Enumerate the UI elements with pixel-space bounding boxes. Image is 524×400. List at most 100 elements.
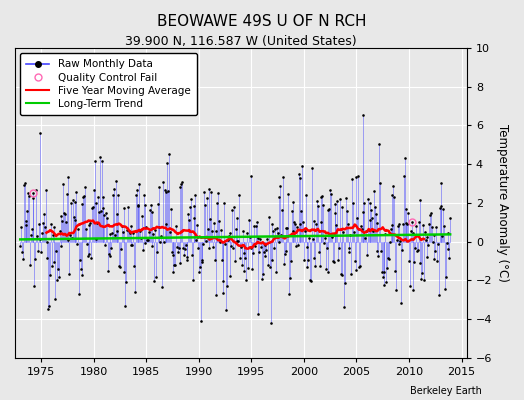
- Point: [100, 212, 108, 218]
- Point: [138, 213, 146, 219]
- Point: [61, 211, 69, 218]
- Point: [63, 173, 72, 180]
- Point: [108, 229, 116, 236]
- Point: [268, 256, 277, 263]
- Point: [391, 268, 399, 274]
- Point: [303, 244, 312, 250]
- Point: [431, 248, 440, 254]
- Point: [228, 207, 236, 213]
- Point: [318, 192, 326, 199]
- Point: [40, 211, 48, 217]
- Point: [95, 209, 103, 215]
- Point: [118, 229, 127, 236]
- Point: [262, 246, 270, 253]
- Point: [177, 181, 185, 187]
- Point: [324, 207, 333, 214]
- Point: [249, 250, 257, 256]
- Point: [152, 274, 160, 280]
- Point: [396, 238, 405, 244]
- Point: [53, 276, 61, 283]
- Point: [176, 260, 184, 266]
- Point: [32, 233, 41, 240]
- Point: [315, 263, 324, 269]
- Point: [99, 194, 107, 200]
- Point: [326, 187, 334, 193]
- Point: [88, 205, 96, 212]
- Point: [28, 190, 37, 196]
- Point: [331, 210, 340, 216]
- Point: [131, 288, 139, 295]
- Point: [78, 272, 86, 278]
- Point: [202, 238, 210, 244]
- Point: [358, 112, 367, 118]
- Point: [67, 200, 75, 206]
- Point: [401, 220, 410, 226]
- Point: [384, 255, 392, 262]
- Point: [198, 259, 206, 266]
- Point: [154, 201, 162, 207]
- Point: [364, 196, 372, 202]
- Point: [173, 249, 182, 255]
- Point: [235, 192, 243, 198]
- Point: [135, 180, 144, 187]
- Point: [85, 222, 94, 228]
- Point: [301, 192, 310, 198]
- Point: [418, 270, 427, 276]
- Point: [130, 263, 138, 269]
- Point: [160, 238, 168, 245]
- Point: [376, 180, 384, 186]
- Point: [163, 160, 171, 166]
- Point: [223, 282, 231, 289]
- Point: [279, 174, 287, 180]
- Point: [421, 229, 429, 236]
- Point: [79, 194, 88, 200]
- Point: [413, 246, 422, 253]
- Point: [339, 229, 347, 235]
- Point: [388, 192, 397, 198]
- Point: [26, 262, 34, 268]
- Point: [408, 287, 417, 293]
- Point: [46, 271, 54, 278]
- Point: [390, 194, 398, 200]
- Point: [435, 205, 444, 211]
- Point: [438, 233, 446, 239]
- Point: [319, 202, 328, 208]
- Point: [299, 219, 307, 225]
- Point: [337, 272, 346, 278]
- Point: [399, 220, 407, 227]
- Point: [255, 248, 264, 255]
- Point: [311, 263, 320, 269]
- Point: [368, 214, 376, 221]
- Point: [186, 204, 194, 210]
- Point: [195, 268, 203, 275]
- Point: [56, 227, 64, 234]
- Point: [342, 195, 350, 202]
- Point: [392, 287, 400, 294]
- Point: [336, 195, 344, 202]
- Point: [104, 251, 113, 257]
- Point: [328, 234, 336, 240]
- Point: [232, 238, 241, 244]
- Point: [62, 219, 70, 226]
- Point: [330, 258, 338, 265]
- Point: [294, 171, 303, 177]
- Point: [407, 228, 415, 234]
- Point: [340, 304, 348, 310]
- Point: [204, 186, 213, 193]
- Point: [123, 227, 132, 234]
- Point: [344, 245, 353, 251]
- Point: [145, 229, 153, 236]
- Point: [203, 195, 211, 201]
- Point: [45, 302, 53, 309]
- Point: [220, 200, 228, 206]
- Point: [253, 219, 261, 226]
- Point: [287, 258, 295, 264]
- Point: [126, 222, 135, 229]
- Point: [386, 238, 394, 245]
- Point: [300, 257, 308, 263]
- Point: [259, 249, 268, 256]
- Point: [383, 265, 391, 272]
- Point: [193, 222, 201, 228]
- Point: [417, 276, 425, 282]
- Legend: Raw Monthly Data, Quality Control Fail, Five Year Moving Average, Long-Term Tren: Raw Monthly Data, Quality Control Fail, …: [20, 53, 197, 115]
